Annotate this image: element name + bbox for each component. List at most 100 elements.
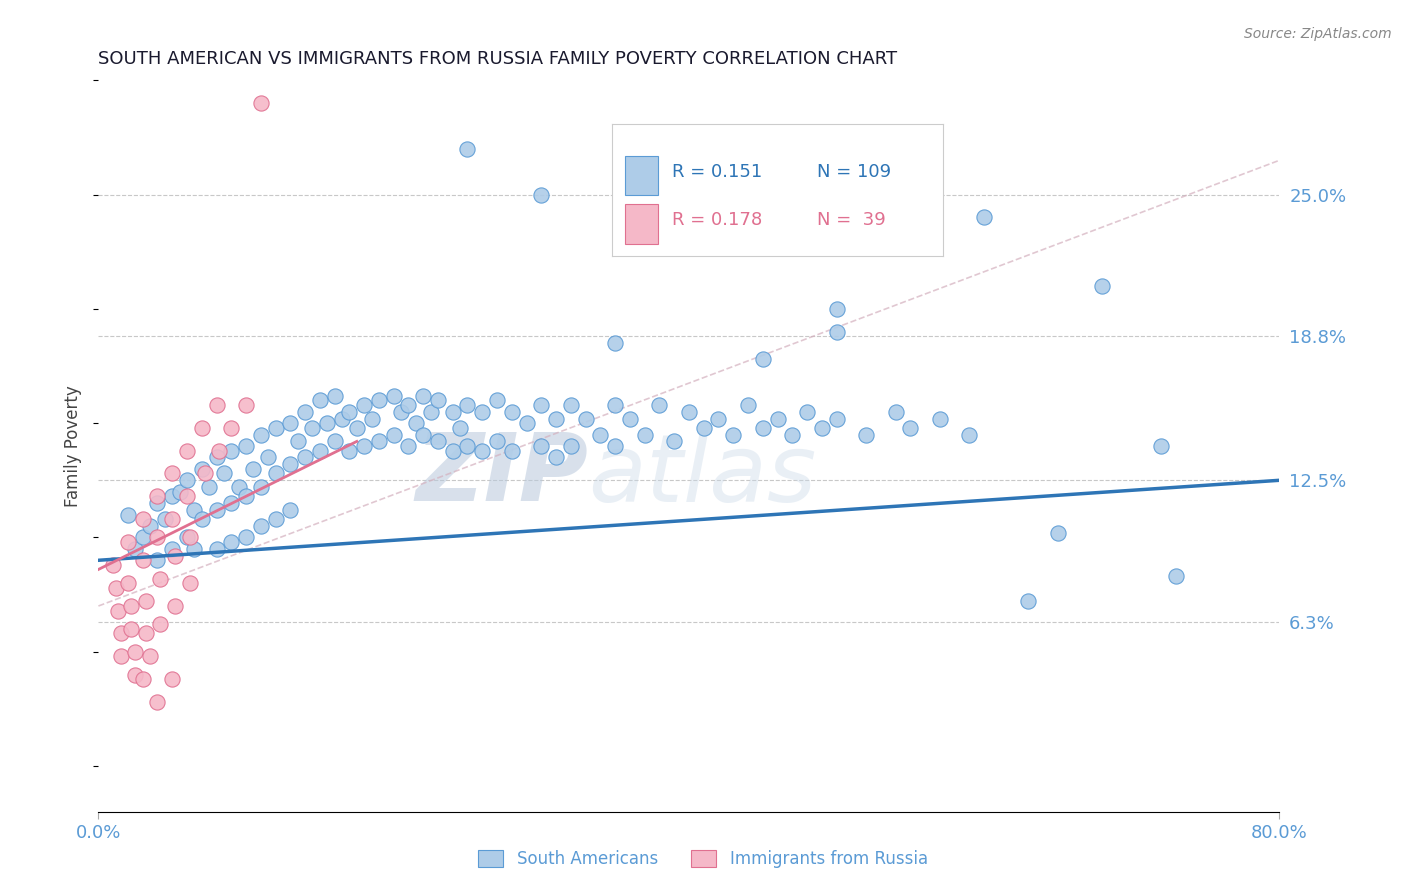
Point bbox=[191, 421, 214, 435]
Point bbox=[146, 553, 169, 567]
Point bbox=[323, 389, 346, 403]
Point bbox=[427, 434, 450, 449]
Point bbox=[257, 450, 280, 465]
Point bbox=[441, 405, 464, 419]
Point bbox=[486, 434, 509, 449]
Point bbox=[353, 398, 375, 412]
Point bbox=[205, 450, 228, 465]
Point bbox=[146, 530, 169, 544]
Point bbox=[693, 421, 716, 435]
Text: ZIP: ZIP bbox=[416, 429, 589, 521]
Text: Source: ZipAtlas.com: Source: ZipAtlas.com bbox=[1244, 27, 1392, 41]
Point bbox=[124, 645, 146, 659]
Point bbox=[412, 389, 434, 403]
Point bbox=[330, 411, 353, 425]
Point bbox=[264, 467, 287, 481]
Point bbox=[664, 434, 686, 449]
Point bbox=[235, 489, 257, 503]
Point bbox=[457, 142, 479, 156]
Point bbox=[198, 480, 221, 494]
Point bbox=[280, 458, 302, 472]
Point bbox=[810, 421, 832, 435]
Point bbox=[1166, 569, 1188, 583]
Point bbox=[117, 508, 139, 522]
Point bbox=[723, 427, 745, 442]
Point bbox=[183, 541, 205, 556]
Point bbox=[441, 443, 464, 458]
Point bbox=[235, 398, 257, 412]
Point bbox=[146, 695, 169, 709]
Point bbox=[575, 411, 598, 425]
Point bbox=[501, 443, 523, 458]
Point bbox=[132, 512, 155, 526]
Point bbox=[176, 489, 198, 503]
Point bbox=[153, 512, 176, 526]
Point bbox=[191, 512, 214, 526]
Point bbox=[309, 393, 332, 408]
Point bbox=[382, 389, 405, 403]
Point bbox=[205, 503, 228, 517]
Point bbox=[782, 427, 804, 442]
Point bbox=[707, 411, 730, 425]
Point bbox=[194, 467, 217, 481]
Point bbox=[419, 405, 441, 419]
Point bbox=[235, 530, 257, 544]
Point bbox=[360, 411, 382, 425]
Point bbox=[162, 541, 183, 556]
Point bbox=[205, 398, 228, 412]
Point bbox=[280, 503, 302, 517]
Point bbox=[589, 427, 612, 442]
Point bbox=[368, 434, 391, 449]
Point bbox=[176, 530, 198, 544]
Point bbox=[110, 626, 132, 640]
Point bbox=[176, 443, 198, 458]
Point bbox=[382, 427, 405, 442]
Point bbox=[486, 393, 509, 408]
Point bbox=[250, 427, 273, 442]
Point bbox=[339, 443, 361, 458]
Point bbox=[323, 434, 346, 449]
Legend: South Americans, Immigrants from Russia: South Americans, Immigrants from Russia bbox=[471, 843, 935, 875]
Point bbox=[120, 622, 142, 636]
Point bbox=[309, 443, 332, 458]
Point bbox=[412, 427, 434, 442]
Point bbox=[825, 325, 848, 339]
Point bbox=[146, 489, 169, 503]
Point bbox=[471, 443, 494, 458]
Point bbox=[124, 667, 146, 681]
Point bbox=[560, 398, 582, 412]
Point bbox=[405, 416, 427, 430]
Point bbox=[449, 421, 471, 435]
Point bbox=[752, 352, 775, 367]
Point bbox=[191, 462, 214, 476]
Point bbox=[796, 405, 818, 419]
Point bbox=[959, 427, 981, 442]
Point bbox=[169, 484, 191, 499]
Point bbox=[825, 411, 848, 425]
Point bbox=[132, 672, 155, 686]
Point bbox=[737, 398, 759, 412]
Point bbox=[264, 512, 287, 526]
Point bbox=[316, 416, 339, 430]
Text: SOUTH AMERICAN VS IMMIGRANTS FROM RUSSIA FAMILY POVERTY CORRELATION CHART: SOUTH AMERICAN VS IMMIGRANTS FROM RUSSIA… bbox=[98, 50, 897, 68]
Point bbox=[208, 443, 231, 458]
Point bbox=[530, 398, 553, 412]
Point bbox=[973, 211, 995, 225]
Point bbox=[346, 421, 368, 435]
Point bbox=[287, 434, 309, 449]
Point bbox=[766, 411, 789, 425]
Point bbox=[139, 649, 162, 664]
Point bbox=[398, 398, 420, 412]
Point bbox=[132, 553, 155, 567]
Point bbox=[1091, 279, 1114, 293]
Point bbox=[250, 519, 273, 533]
Point bbox=[162, 512, 183, 526]
Point bbox=[339, 405, 361, 419]
Point bbox=[855, 427, 877, 442]
Point bbox=[368, 393, 391, 408]
Point bbox=[619, 411, 641, 425]
Point bbox=[117, 535, 139, 549]
Point bbox=[457, 398, 479, 412]
Point bbox=[183, 503, 205, 517]
Point bbox=[149, 572, 172, 586]
